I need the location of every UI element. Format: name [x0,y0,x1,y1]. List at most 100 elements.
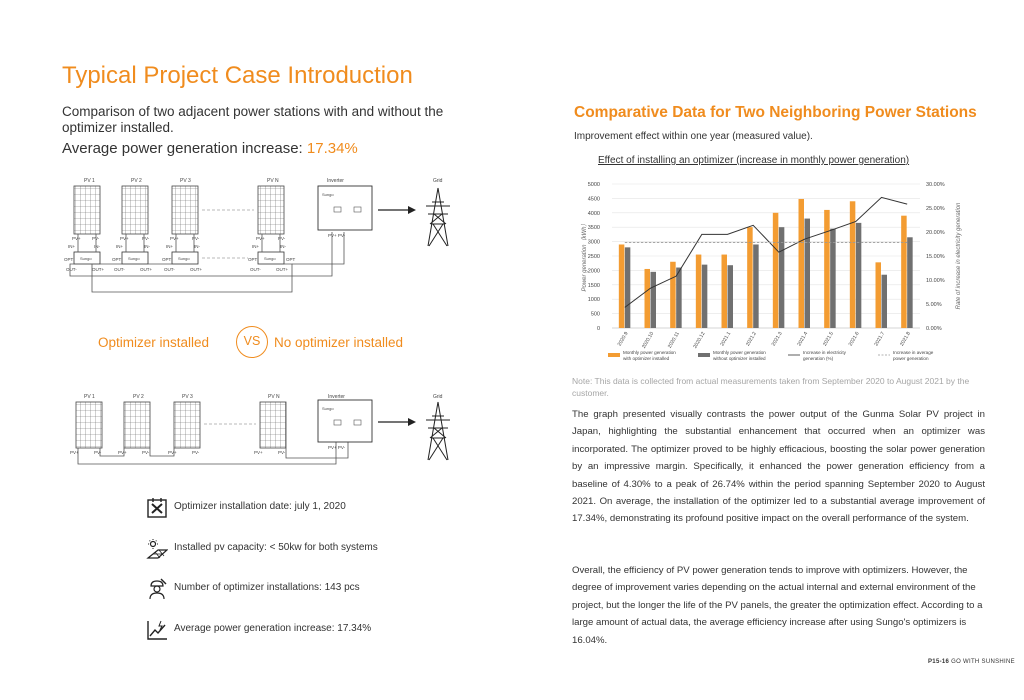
bar [676,267,682,328]
legend-label: Increase in electricity [803,350,847,355]
bar [644,268,650,328]
bar [855,222,862,328]
bar [618,244,625,328]
legend-label: Increase in average [893,350,934,355]
svg-text:PV+: PV+ [70,450,79,455]
svg-text:OPT: OPT [112,257,122,262]
pv-label: PV 2 [133,394,144,400]
x-tick-label: 2020.9 [617,331,630,347]
svg-text:PV+: PV+ [120,236,129,241]
legend-label: power generation [893,356,929,361]
footer-slogan: GO WITH SUNSHINE [951,659,1015,665]
y-tick-label: 1000 [588,297,600,303]
bar [901,215,907,328]
grid-label: Grid [433,178,443,184]
svg-text:PV-: PV- [278,236,286,241]
chart-bars [618,198,913,328]
bar [727,265,733,328]
bar [721,254,727,328]
fact-text: Number of optimizer installations: 143 p… [174,582,360,593]
svg-text:IN+: IN+ [252,244,260,249]
svg-text:PV+: PV+ [170,236,179,241]
worker-icon [149,578,167,600]
legend-label: without optimizer installed [713,356,766,361]
y2-tick-label: 30.00% [926,182,945,188]
grid-label: Grid [433,394,443,400]
svg-text:PV-: PV- [192,450,200,455]
chart-axes: 0 500 1000 1500 2000 2500 3000 3500 4000 4500 5000… [580,182,962,350]
bar [778,227,785,328]
svg-text:Sungo: Sungo [322,192,334,197]
page-footer: P15-16 GO WITH SUNSHINE [928,659,1015,665]
svg-text:Sungo: Sungo [322,406,334,411]
x-tick-label: 2021.3 [771,331,784,347]
diagram-with-optimizer: PV 1 PV 2 PV 3 PV N Inverter Grid PV+ PV-… [64,178,450,293]
solar-panels [73,185,285,235]
calendar-tools-icon [147,498,167,518]
section-title: Comparative Data for Two Neighboring Pow… [574,104,977,121]
y-tick-label: 4500 [588,196,600,202]
x-tick-label: 2021.1 [719,331,732,347]
legend-label: Monthly power generation [713,350,766,355]
x-tick-label: 2021.8 [899,331,912,347]
legend-label: with optimizer installed [623,356,670,361]
bar [624,247,631,328]
svg-text:IN-: IN- [280,244,287,249]
svg-text:OPT: OPT [248,257,258,262]
y2-tick-label: 25.00% [926,206,945,212]
svg-text:PV+: PV+ [168,450,177,455]
arrow-to-grid [378,418,416,426]
legend-swatch [698,353,710,357]
optimizers: Sungo Sungo Sungo Sungo OPT OPT OPT OPT … [64,251,296,272]
svg-text:IN-: IN- [94,244,101,249]
x-tick-label: 2021.5 [822,331,835,347]
x-tick-label: 2020.11 [667,331,681,350]
paragraph-analysis: The graph presented visually contrasts t… [572,409,985,525]
svg-text:PV+: PV+ [118,450,127,455]
svg-text:IN-: IN- [144,244,151,249]
svg-text:PV-: PV- [278,450,286,455]
panel-pins: PV+ PV- PV+ PV- PV+ PV- PV+ PV- IN+ IN- IN+ IN… [68,236,287,249]
svg-text:IN+: IN+ [116,244,124,249]
diagram-without-optimizer: PV 1 PV 2 PV 3 PV N Inverter Grid PV+ PV-… [70,394,450,465]
increase-value: 17.34% [306,140,358,157]
bar [753,244,759,328]
pv-label: PV 3 [182,394,193,400]
y-tick-label: 500 [591,312,600,318]
versus-row: Optimizer installed VS No optimizer inst… [98,326,428,358]
x-tick-label: 2020.10 [641,331,655,350]
x-tick-label: 2021.6 [848,331,861,347]
y-tick-label: 1500 [588,283,600,289]
chart-gridlines [612,183,920,329]
svg-text:OPT: OPT [286,257,296,262]
vs-badge: VS [236,326,268,358]
x-tick-label: 2021.7 [873,331,886,347]
inverter: Sungo PV+ PV- [317,399,373,450]
svg-text:OUT+: OUT+ [92,267,104,272]
inverter: Sungo PV+ PV- [317,185,373,238]
optimizer-installed-label: Optimizer installed [98,335,210,350]
fact-text: Optimizer installation date: july 1, 202… [174,501,346,512]
wiring [77,442,349,465]
inverter-label: Inverter [328,394,345,400]
bar [650,271,656,328]
svg-text:IN+: IN+ [166,244,174,249]
svg-text:OUT-: OUT- [66,267,77,272]
legend-swatch [608,353,620,357]
y2-tick-label: 15.00% [926,254,945,260]
svg-text:PV-: PV- [142,236,150,241]
svg-text:OUT+: OUT+ [140,267,152,272]
svg-text:OPT: OPT [64,257,74,262]
svg-text:Sungo: Sungo [128,256,140,261]
bar [695,254,702,328]
bar [670,261,676,328]
bar [824,209,830,328]
bar [881,274,887,328]
bar [830,228,836,328]
bar [875,262,881,328]
bar [798,198,804,328]
wiring [69,232,345,293]
bar [849,201,856,328]
svg-text:Sungo: Sungo [178,256,190,261]
bar [907,237,913,328]
